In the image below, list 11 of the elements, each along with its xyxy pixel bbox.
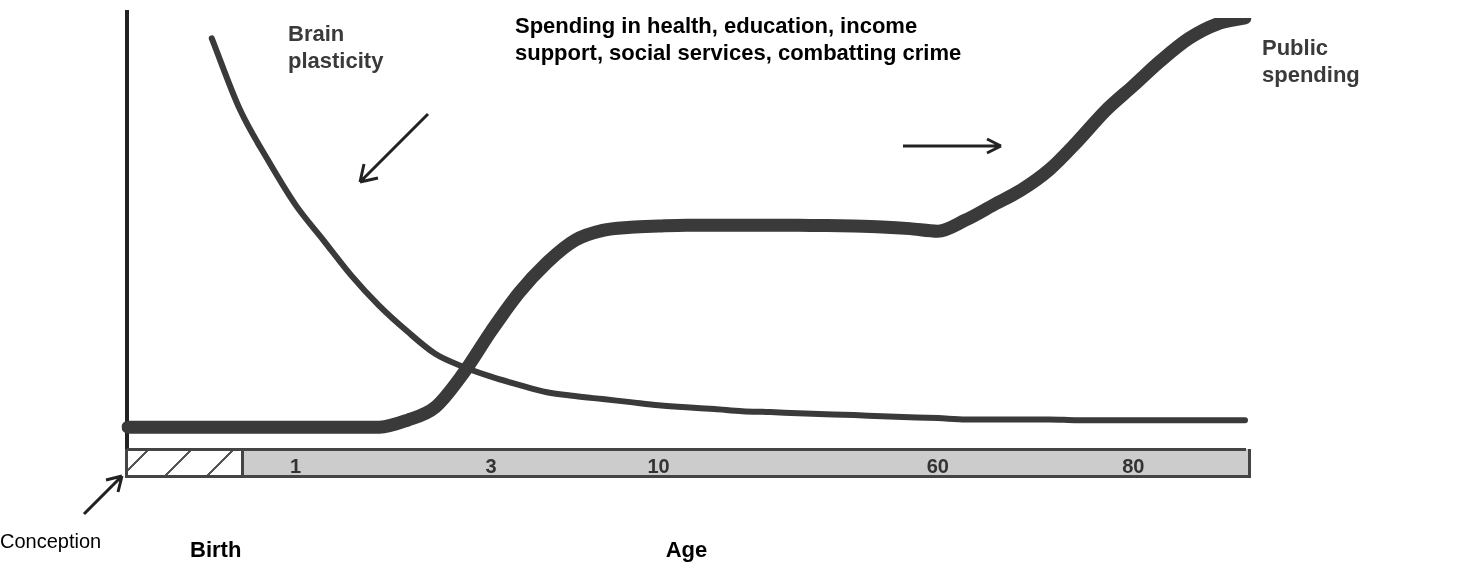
x-tick-label: 80: [1122, 455, 1145, 478]
annotation: Spending in health, education, income support, social services, combatting crime: [515, 12, 963, 66]
x-axis-title: Age: [665, 536, 708, 562]
x-tick-label: 3: [485, 455, 497, 478]
x-tick-label: 10: [647, 455, 670, 478]
series-label: Public spending: [1262, 34, 1361, 88]
x-tick-label: 1: [289, 455, 302, 478]
x-tick-label: 60: [926, 455, 949, 478]
text: Brain plasticity: [288, 20, 385, 74]
text: Birth: [190, 536, 243, 563]
text: Conception: [0, 529, 103, 554]
